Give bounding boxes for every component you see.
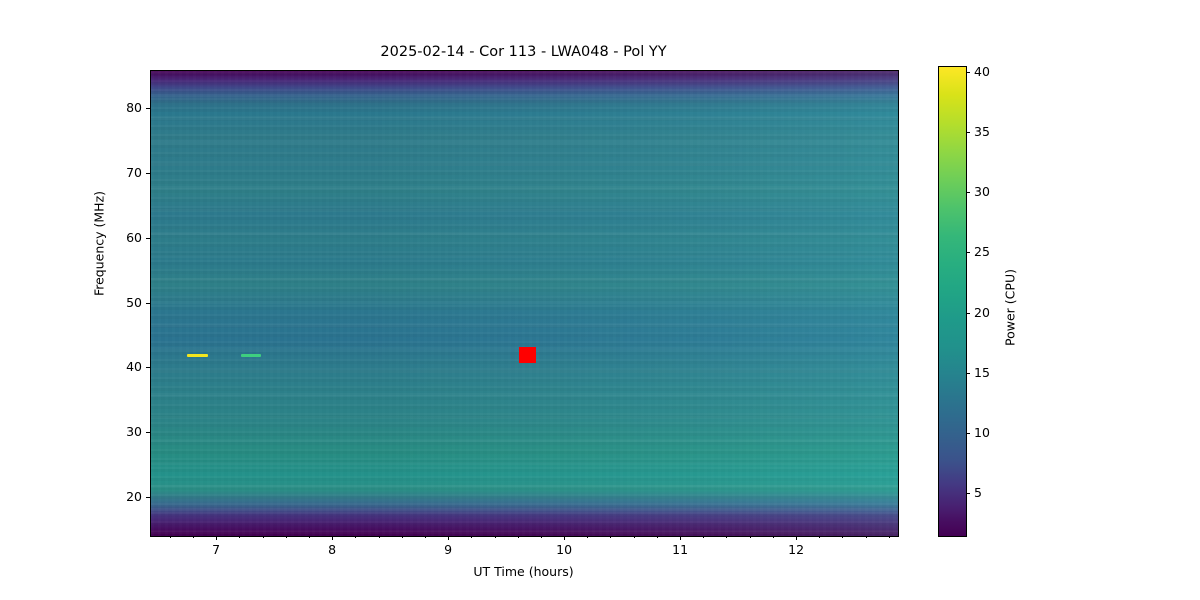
colorbar-tick-label: 10 (974, 424, 990, 440)
colorbar-gradient (939, 67, 966, 536)
spectrogram-axes[interactable] (150, 70, 899, 537)
y-tick-label: 70 (126, 164, 142, 180)
x-tick-mark-minor (633, 536, 635, 538)
x-tick-mark-minor (865, 536, 867, 538)
x-tick-mark-minor (308, 536, 310, 538)
y-tick-mark (146, 497, 150, 499)
y-tick-label: 60 (126, 229, 142, 245)
x-tick-mark-minor (471, 536, 473, 538)
x-tick-label: 9 (444, 542, 453, 557)
x-tick-label: 12 (788, 542, 805, 557)
colorbar-tick-mark (966, 432, 970, 434)
x-tick-mark-minor (378, 536, 380, 538)
x-tick-mark-minor (517, 536, 519, 538)
y-tick-label: 20 (126, 489, 142, 505)
colorbar-tick-mark (966, 252, 970, 254)
x-tick-label: 10 (556, 542, 573, 557)
y-tick-label: 80 (126, 99, 142, 115)
colorbar-tick-mark (966, 492, 970, 494)
y-tick-mark (146, 302, 150, 304)
x-tick-mark-minor (401, 536, 403, 538)
colorbar-tick-mark (966, 132, 970, 134)
y-tick-mark (146, 172, 150, 174)
x-tick-mark (680, 536, 682, 540)
colorbar-tick-label: 30 (974, 184, 990, 200)
channel-banding-layer (151, 71, 898, 536)
colorbar-tick-mark (966, 372, 970, 374)
x-tick-mark-minor (192, 536, 194, 538)
colorbar-tick-label: 40 (974, 64, 990, 79)
x-tick-mark (448, 536, 450, 540)
x-tick-mark-minor (285, 536, 287, 538)
x-tick-mark-minor (540, 536, 542, 538)
y-tick-mark (146, 237, 150, 239)
colorbar-axes[interactable] (938, 66, 967, 537)
x-tick-mark (564, 536, 566, 540)
x-tick-mark-minor (656, 536, 658, 538)
bandpass-gradient-layer (151, 71, 898, 536)
x-tick-mark-minor (239, 536, 241, 538)
x-tick-mark-minor (494, 536, 496, 538)
colorbar-tick-mark (966, 312, 970, 314)
y-tick-mark (146, 107, 150, 109)
x-tick-label: 11 (672, 542, 689, 557)
x-tick-mark-minor (587, 536, 589, 538)
x-axis-label: UT Time (hours) (473, 564, 574, 579)
x-tick-mark-minor (355, 536, 357, 538)
x-tick-mark-minor (772, 536, 774, 538)
colorbar-tick-mark (966, 192, 970, 194)
channel-banding-layer-coarse (151, 71, 898, 536)
y-tick-label: 30 (126, 424, 142, 440)
x-tick-mark-minor (424, 536, 426, 538)
x-tick-mark-minor (749, 536, 751, 538)
transient-streak-2 (241, 354, 262, 358)
colorbar-tick-label: 15 (974, 364, 990, 380)
x-tick-mark-minor (819, 536, 821, 538)
x-tick-mark-minor (726, 536, 728, 538)
colorbar-tick-label: 5 (974, 484, 982, 500)
colorbar-tick-label: 25 (974, 244, 990, 260)
x-tick-mark (216, 536, 218, 540)
y-tick-label: 40 (126, 359, 142, 375)
x-tick-mark-minor (703, 536, 705, 538)
time-gradient-layer (151, 71, 898, 536)
transient-streak-1 (186, 354, 208, 358)
dynamic-spectrum-image (151, 71, 898, 536)
y-tick-mark (146, 432, 150, 434)
x-tick-mark-minor (169, 536, 171, 538)
colorbar-label: Power (CPU) (1002, 269, 1018, 346)
x-tick-mark (332, 536, 334, 540)
colorbar-tick-mark (966, 72, 970, 73)
colorbar-tick-label: 35 (974, 124, 990, 140)
flagged-event-marker[interactable] (519, 346, 537, 363)
x-tick-label: 8 (328, 542, 337, 557)
y-axis-label: Frequency (MHz) (91, 190, 107, 297)
x-tick-mark-minor (610, 536, 612, 538)
time-sample-noise-layer (151, 71, 898, 536)
y-tick-mark (146, 367, 150, 369)
x-tick-mark (796, 536, 798, 540)
y-tick-label: 50 (126, 294, 142, 310)
x-tick-mark-minor (262, 536, 264, 538)
x-tick-mark-minor (888, 536, 890, 538)
colorbar-tick-label: 20 (974, 304, 990, 320)
chart-title: 2025-02-14 - Cor 113 - LWA048 - Pol YY (380, 44, 667, 60)
x-tick-label: 7 (212, 542, 221, 557)
x-tick-mark-minor (842, 536, 844, 538)
